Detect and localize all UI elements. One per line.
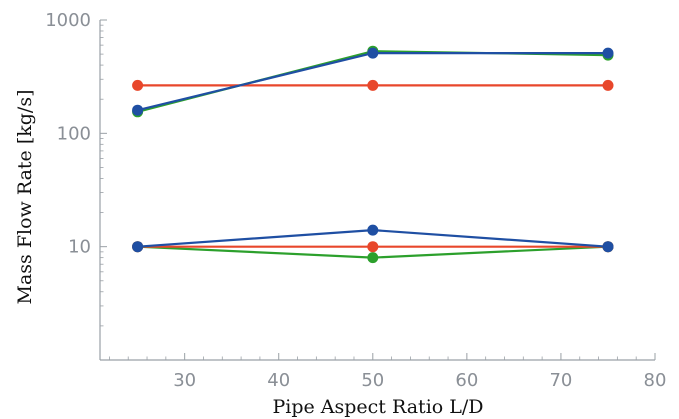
x-tick-label-40: 40 — [267, 370, 290, 391]
series-2-point-2 — [367, 79, 379, 91]
series-6-point-3 — [602, 241, 614, 253]
x-tick-label-50: 50 — [361, 370, 384, 391]
x-axis-title: Pipe Aspect Ratio L/D — [272, 396, 483, 418]
series-3-point-1 — [132, 104, 144, 116]
series-2-point-3 — [602, 79, 614, 91]
series-6-point-2 — [367, 224, 379, 236]
series-points — [132, 45, 614, 264]
x-tick-label-30: 30 — [173, 370, 196, 391]
series-2-point-1 — [132, 79, 144, 91]
x-tick-label-60: 60 — [455, 370, 478, 391]
y-tick-label-100: 100 — [57, 123, 91, 144]
series-4-point-2 — [367, 252, 379, 264]
y-tick-label-1000: 1000 — [45, 10, 91, 31]
y-tick-label-10: 10 — [68, 237, 91, 258]
axes — [99, 20, 655, 361]
series-3-point-3 — [602, 47, 614, 59]
series-5-point-2 — [367, 241, 379, 253]
series-6-point-1 — [132, 241, 144, 253]
series-3-point-2 — [367, 47, 379, 59]
y-axis-title: Mass Flow Rate [kg/s] — [14, 90, 36, 305]
x-tick-label-80: 80 — [644, 370, 667, 391]
x-tick-label-70: 70 — [549, 370, 572, 391]
ticks: 30 40 50 60 70 80 10 100 1000 — [45, 10, 666, 391]
